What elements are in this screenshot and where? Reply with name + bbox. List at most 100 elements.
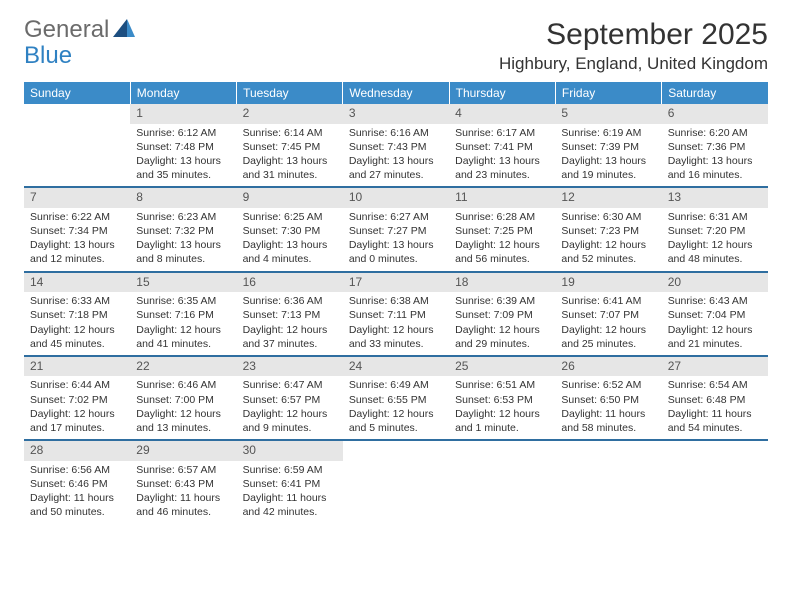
sunset: Sunset: 7:02 PM [30,393,124,407]
calendar-row: 7 Sunrise: 6:22 AMSunset: 7:34 PM Daylight… [24,187,768,271]
daylight: Daylight: 13 hours and 23 minutes. [455,154,549,182]
day-details: Sunrise: 6:44 AMSunset: 7:02 PMDaylight:… [24,376,130,439]
title-block: September 2025 Highbury, England, United… [499,18,768,74]
day-details: Sunrise: 6:51 AMSunset: 6:53 PMDaylight:… [449,376,555,439]
calendar-cell [555,440,661,523]
sunrise: Sunrise: 6:36 AM [243,294,337,308]
calendar-cell: 10Sunrise: 6:27 AMSunset: 7:27 PMDayligh… [343,187,449,271]
calendar-cell: 11Sunrise: 6:28 AMSunset: 7:25 PMDayligh… [449,187,555,271]
day-number: 26 [555,357,661,377]
calendar-cell: 23Sunrise: 6:47 AMSunset: 6:57 PMDayligh… [237,356,343,440]
calendar-cell: 22Sunrise: 6:46 AMSunset: 7:00 PMDayligh… [130,356,236,440]
sunset: Sunset: 6:48 PM [668,393,762,407]
daylight: Daylight: 12 hours and 5 minutes. [349,407,443,435]
daylight: Daylight: 11 hours and 58 minutes. [561,407,655,435]
day-details: Sunrise: 6:35 AMSunset: 7:16 PMDaylight:… [130,292,236,355]
calendar-cell: 27Sunrise: 6:54 AMSunset: 6:48 PMDayligh… [662,356,768,440]
sunrise: Sunrise: 6:33 AM [30,294,124,308]
day-details: Sunrise: 6:59 AMSunset: 6:41 PMDaylight:… [237,461,343,524]
day-number: 21 [24,357,130,377]
sunset: Sunset: 6:43 PM [136,477,230,491]
sunset: Sunset: 7:30 PM [243,224,337,238]
sunrise: Sunrise: 6:35 AM [136,294,230,308]
sunrise: Sunrise: 6:12 AM [136,126,230,140]
day-details: Sunrise: 6:12 AMSunset: 7:48 PMDaylight:… [130,124,236,187]
calendar-body: 1Sunrise: 6:12 AMSunset: 7:48 PMDaylight… [24,104,768,523]
day-number: 3 [343,104,449,124]
day-details: Sunrise: 6:20 AMSunset: 7:36 PMDaylight:… [662,124,768,187]
day-details: Sunrise: 6:27 AMSunset: 7:27 PMDaylight:… [343,208,449,271]
day-details: Sunrise: 6:33 AMSunset: 7:18 PMDaylight:… [24,292,130,355]
day-details: Sunrise: 6:57 AMSunset: 6:43 PMDaylight:… [130,461,236,524]
day-number: 10 [343,188,449,208]
sunset: Sunset: 7:32 PM [136,224,230,238]
day-number: 29 [130,441,236,461]
calendar-cell: 4Sunrise: 6:17 AMSunset: 7:41 PMDaylight… [449,104,555,187]
sunset: Sunset: 6:57 PM [243,393,337,407]
sunrise: Sunrise: 6:16 AM [349,126,443,140]
daylight: Daylight: 12 hours and 37 minutes. [243,323,337,351]
sunrise: Sunrise: 6:22 AM [30,210,124,224]
day-number: 5 [555,104,661,124]
daylight: Daylight: 12 hours and 1 minute. [455,407,549,435]
day-number: 19 [555,273,661,293]
day-details: Sunrise: 6:56 AMSunset: 6:46 PMDaylight:… [24,461,130,524]
day-number: 30 [237,441,343,461]
daylight: Daylight: 11 hours and 54 minutes. [668,407,762,435]
sunrise: Sunrise: 6:43 AM [668,294,762,308]
day-details: Sunrise: 6:49 AMSunset: 6:55 PMDaylight:… [343,376,449,439]
sunset: Sunset: 7:41 PM [455,140,549,154]
calendar-cell: 17Sunrise: 6:38 AMSunset: 7:11 PMDayligh… [343,272,449,356]
sunset: Sunset: 7:34 PM [30,224,124,238]
day-details: Sunrise: 6:46 AMSunset: 7:00 PMDaylight:… [130,376,236,439]
sunrise: Sunrise: 6:20 AM [668,126,762,140]
day-details: Sunrise: 6:52 AMSunset: 6:50 PMDaylight:… [555,376,661,439]
day-number: 6 [662,104,768,124]
calendar-row: 21Sunrise: 6:44 AMSunset: 7:02 PMDayligh… [24,356,768,440]
sunrise: Sunrise: 6:39 AM [455,294,549,308]
sunrise: Sunrise: 6:41 AM [561,294,655,308]
sunset: Sunset: 7:48 PM [136,140,230,154]
sunset: Sunset: 7:43 PM [349,140,443,154]
sunrise: Sunrise: 6:28 AM [455,210,549,224]
sunset: Sunset: 6:46 PM [30,477,124,491]
calendar-cell: 26Sunrise: 6:52 AMSunset: 6:50 PMDayligh… [555,356,661,440]
sunset: Sunset: 6:55 PM [349,393,443,407]
calendar-row: 1Sunrise: 6:12 AMSunset: 7:48 PMDaylight… [24,104,768,187]
daylight: Daylight: 11 hours and 42 minutes. [243,491,337,519]
weekday-header: Wednesday [343,82,449,104]
weekday-header: Monday [130,82,236,104]
day-number: 7 [24,188,130,208]
sunset: Sunset: 6:53 PM [455,393,549,407]
daylight: Daylight: 12 hours and 17 minutes. [30,407,124,435]
day-details: Sunrise: 6:39 AMSunset: 7:09 PMDaylight:… [449,292,555,355]
calendar-cell: 2Sunrise: 6:14 AMSunset: 7:45 PMDaylight… [237,104,343,187]
day-details: Sunrise: 6:23 AMSunset: 7:32 PMDaylight:… [130,208,236,271]
calendar-cell: 29Sunrise: 6:57 AMSunset: 6:43 PMDayligh… [130,440,236,523]
daylight: Daylight: 12 hours and 25 minutes. [561,323,655,351]
day-details: Sunrise: 6:47 AMSunset: 6:57 PMDaylight:… [237,376,343,439]
weekday-header: Thursday [449,82,555,104]
day-number: 23 [237,357,343,377]
daylight: Daylight: 13 hours and 16 minutes. [668,154,762,182]
daylight: Daylight: 12 hours and 52 minutes. [561,238,655,266]
day-number: 27 [662,357,768,377]
calendar-cell: 1Sunrise: 6:12 AMSunset: 7:48 PMDaylight… [130,104,236,187]
sunset: Sunset: 7:36 PM [668,140,762,154]
day-number: 18 [449,273,555,293]
sunrise: Sunrise: 6:17 AM [455,126,549,140]
calendar-cell: 28Sunrise: 6:56 AMSunset: 6:46 PMDayligh… [24,440,130,523]
logo-word-1: General [24,18,109,42]
daylight: Daylight: 13 hours and 4 minutes. [243,238,337,266]
sunrise: Sunrise: 6:31 AM [668,210,762,224]
logo-triangle-icon [113,18,135,42]
calendar-cell: 25Sunrise: 6:51 AMSunset: 6:53 PMDayligh… [449,356,555,440]
sunrise: Sunrise: 6:30 AM [561,210,655,224]
day-details: Sunrise: 6:36 AMSunset: 7:13 PMDaylight:… [237,292,343,355]
sunset: Sunset: 7:11 PM [349,308,443,322]
daylight: Daylight: 13 hours and 0 minutes. [349,238,443,266]
day-details: Sunrise: 6:30 AMSunset: 7:23 PMDaylight:… [555,208,661,271]
sunset: Sunset: 7:23 PM [561,224,655,238]
sunset: Sunset: 6:41 PM [243,477,337,491]
day-number: 14 [24,273,130,293]
